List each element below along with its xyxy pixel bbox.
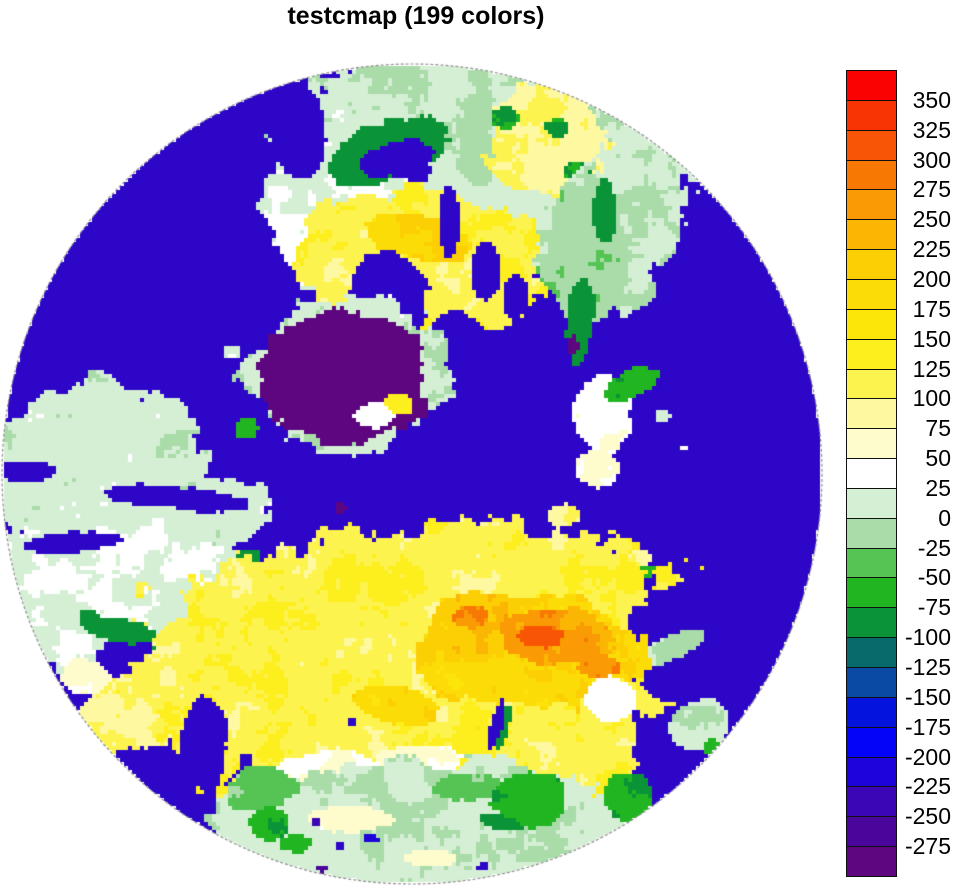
- colorbar-tick-label: -175: [904, 713, 951, 740]
- colorbar-box: [846, 219, 897, 251]
- colorbar-tick-label: 50: [925, 445, 951, 472]
- colorbar-box: [846, 577, 897, 609]
- colorbar-tick-label: -50: [917, 564, 951, 591]
- colorbar-box: [846, 846, 897, 877]
- colorbar-tick-label: -150: [904, 683, 951, 710]
- colorbar-tick-label: -225: [904, 773, 951, 800]
- colorbar-tick-label: -250: [904, 803, 951, 830]
- colorbar-box: [846, 487, 897, 519]
- colorbar-box: [846, 398, 897, 430]
- colorbar-tick-label: 125: [912, 355, 951, 382]
- colorbar: [846, 70, 897, 877]
- colorbar-box: [846, 70, 897, 101]
- colorbar-box: [846, 249, 897, 280]
- colorbar-tick-label: 250: [912, 206, 951, 233]
- colorbar-box: [846, 159, 897, 191]
- colorbar-tick-label: 325: [912, 116, 951, 143]
- colorbar-tick-label: -275: [904, 833, 951, 860]
- colorbar-box: [846, 637, 897, 669]
- colorbar-tick-label: 225: [912, 236, 951, 263]
- colorbar-box: [846, 517, 897, 549]
- colorbar-box: [846, 368, 897, 400]
- colorbar-tick-label: 300: [912, 146, 951, 173]
- colorbar-tick-label: 100: [912, 385, 951, 412]
- colorbar-tick-label: -125: [904, 654, 951, 681]
- colorbar-tick-label: -100: [904, 624, 951, 651]
- colorbar-tick-label: -25: [917, 534, 951, 561]
- colorbar-box: [846, 308, 897, 340]
- colorbar-box: [846, 547, 897, 579]
- colorbar-tick-label: 175: [912, 295, 951, 322]
- colorbar-box: [846, 607, 897, 639]
- colorbar-tick-label: 275: [912, 176, 951, 203]
- colorbar-box: [846, 129, 897, 161]
- colorbar-box: [846, 428, 897, 460]
- colorbar-tick-label: 200: [912, 265, 951, 292]
- colorbar-tick-label: 350: [912, 86, 951, 113]
- colorbar-tick-label: 75: [925, 415, 951, 442]
- colorbar-tick-label: -75: [917, 594, 951, 621]
- colorbar-tick-label: 150: [912, 325, 951, 352]
- colorbar-tick-label: 0: [938, 504, 951, 531]
- colorbar-tick-label: -200: [904, 743, 951, 770]
- colorbar-tick-label: 25: [925, 474, 951, 501]
